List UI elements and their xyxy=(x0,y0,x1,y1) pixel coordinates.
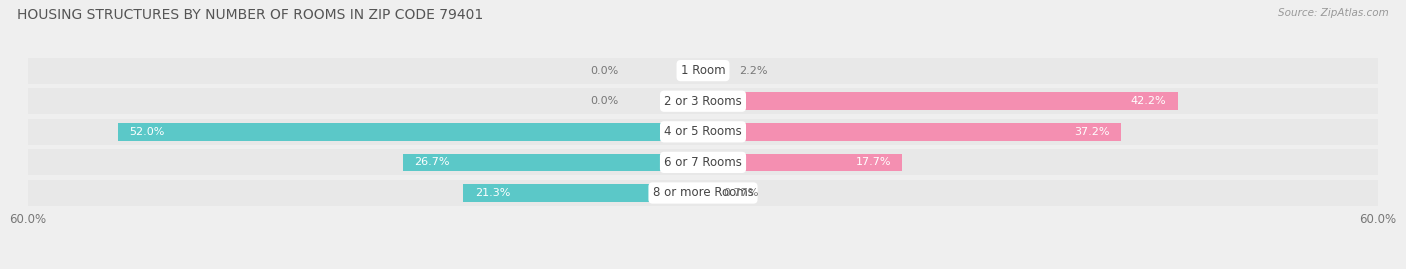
Bar xyxy=(28,149,1378,175)
Text: 26.7%: 26.7% xyxy=(413,157,450,167)
Bar xyxy=(703,123,1122,141)
Bar xyxy=(703,154,903,171)
Text: 17.7%: 17.7% xyxy=(855,157,891,167)
Text: 21.3%: 21.3% xyxy=(475,188,510,198)
Bar xyxy=(703,92,1178,110)
Text: 4 or 5 Rooms: 4 or 5 Rooms xyxy=(664,125,742,138)
Bar xyxy=(28,180,1378,206)
Text: 2.2%: 2.2% xyxy=(740,66,768,76)
Text: 6 or 7 Rooms: 6 or 7 Rooms xyxy=(664,156,742,169)
Text: 0.0%: 0.0% xyxy=(591,96,619,106)
Text: 52.0%: 52.0% xyxy=(129,127,165,137)
Bar xyxy=(28,88,1378,114)
Bar xyxy=(703,62,728,80)
Text: 8 or more Rooms: 8 or more Rooms xyxy=(652,186,754,200)
Bar xyxy=(28,119,1378,145)
Text: Source: ZipAtlas.com: Source: ZipAtlas.com xyxy=(1278,8,1389,18)
Text: 0.77%: 0.77% xyxy=(723,188,758,198)
Text: 0.0%: 0.0% xyxy=(591,66,619,76)
Text: 1 Room: 1 Room xyxy=(681,64,725,77)
Text: 2 or 3 Rooms: 2 or 3 Rooms xyxy=(664,95,742,108)
Bar xyxy=(28,58,1378,84)
Bar xyxy=(402,154,703,171)
Text: 42.2%: 42.2% xyxy=(1130,96,1167,106)
Text: 37.2%: 37.2% xyxy=(1074,127,1111,137)
Bar xyxy=(118,123,703,141)
Text: HOUSING STRUCTURES BY NUMBER OF ROOMS IN ZIP CODE 79401: HOUSING STRUCTURES BY NUMBER OF ROOMS IN… xyxy=(17,8,484,22)
Bar xyxy=(464,184,703,202)
Bar xyxy=(703,184,711,202)
